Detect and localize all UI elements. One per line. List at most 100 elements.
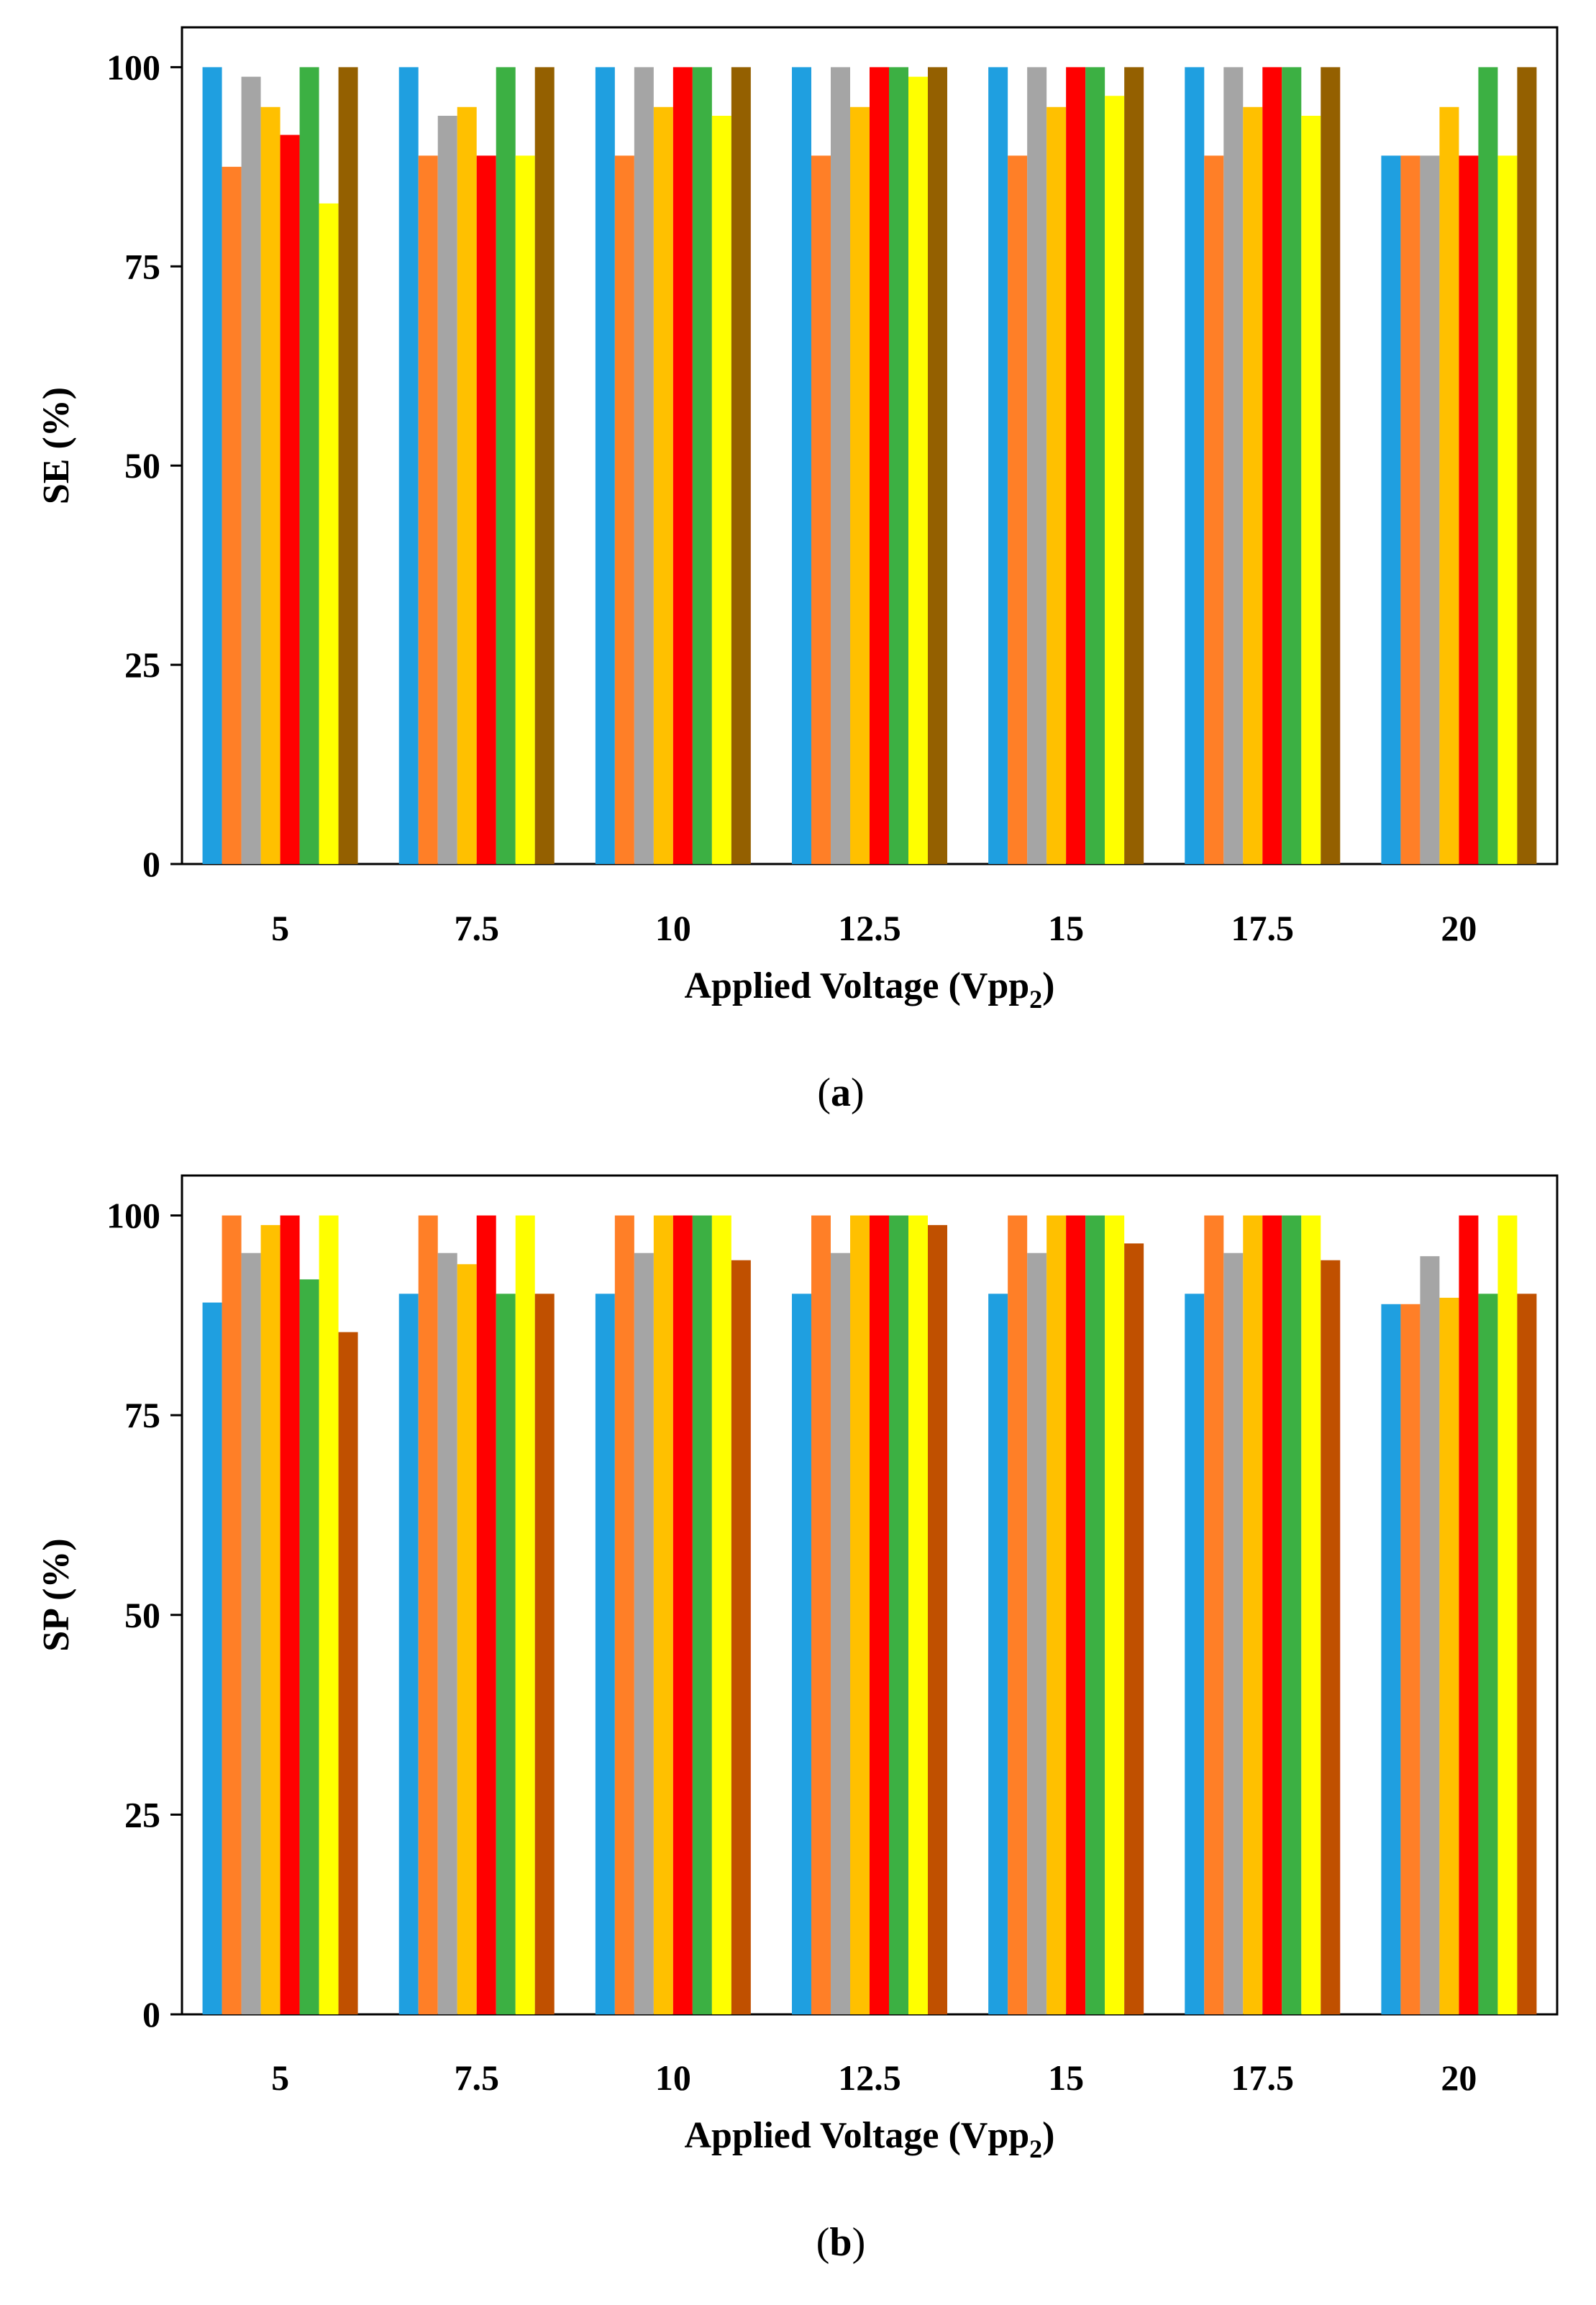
panel-caption-letter: a <box>831 1070 851 1115</box>
bar <box>653 1215 673 2014</box>
bar <box>476 155 496 864</box>
panel-caption-open: ( <box>817 1070 831 1115</box>
bar <box>534 67 555 864</box>
panel-a-chart: 0 25 50 75 100 5 7.5 10 12.5 15 17.5 20 Applied Volt… <box>36 26 1559 1115</box>
bar <box>731 1260 751 2014</box>
bar <box>515 155 535 864</box>
bar <box>476 1215 496 2014</box>
bar <box>457 106 477 864</box>
bar <box>1204 1215 1224 2014</box>
bar <box>222 166 242 865</box>
bar <box>1124 1243 1144 2014</box>
bar <box>870 1215 889 2014</box>
bar <box>1517 67 1537 864</box>
bar <box>260 1224 281 2014</box>
bar <box>1066 67 1086 864</box>
bar <box>534 1294 555 2014</box>
bar <box>634 1252 654 2014</box>
y-tick-label: 100 <box>106 1196 160 1236</box>
bar <box>711 115 731 865</box>
bar <box>1223 1252 1244 2014</box>
bar <box>634 67 654 864</box>
x-tick-label: 5 <box>271 908 289 948</box>
bar <box>1400 155 1421 864</box>
bar <box>792 1294 811 2014</box>
bar <box>1497 1215 1518 2014</box>
bar <box>831 1252 850 2014</box>
panel-b-chart: 0 25 50 75 100 5 7.5 10 12.5 15 17.5 20 Applied Volt… <box>36 1174 1559 2265</box>
bar <box>1282 1215 1302 2014</box>
bar <box>398 67 419 864</box>
y-tick-label: 25 <box>124 645 160 685</box>
y-tick-label: 75 <box>124 1395 160 1435</box>
bar <box>1439 106 1459 864</box>
y-tick-label: 50 <box>124 445 160 486</box>
bar <box>831 67 850 864</box>
bar <box>515 1215 535 2014</box>
x-axis-label-subscript: 2 <box>1029 985 1042 1014</box>
bar <box>299 67 319 864</box>
bar <box>1459 155 1479 864</box>
bar <box>496 1294 516 2014</box>
bar <box>1478 1294 1498 2014</box>
x-tick-label: 20 <box>1441 908 1477 948</box>
bar <box>1301 1215 1321 2014</box>
x-axis-label: Applied Voltage (Vpp2) <box>684 965 1054 1014</box>
panel-caption: (a) <box>817 1070 864 1115</box>
bar <box>1085 67 1105 864</box>
x-tick-label: 17.5 <box>1231 908 1295 948</box>
bar <box>202 1302 222 2014</box>
bar <box>711 1215 731 2014</box>
bar <box>1400 1304 1421 2014</box>
panel-caption: (b) <box>816 2220 865 2265</box>
bar <box>1243 1215 1263 2014</box>
bar <box>792 67 811 864</box>
bar <box>928 1224 947 2014</box>
bar <box>1381 155 1401 864</box>
bar <box>338 67 358 864</box>
bar <box>1262 1215 1282 2014</box>
bar <box>889 67 908 864</box>
bar <box>850 106 870 864</box>
bar <box>1204 155 1224 864</box>
bar <box>280 135 300 864</box>
bar <box>437 115 457 865</box>
x-tick-label: 7.5 <box>454 908 499 948</box>
bar <box>1008 155 1028 864</box>
bar <box>811 1215 831 2014</box>
y-tick-label: 75 <box>124 246 160 286</box>
bar <box>595 67 615 864</box>
panel-caption-close: ) <box>852 2220 866 2265</box>
bar <box>692 1215 712 2014</box>
bar <box>1381 1304 1401 2014</box>
bar <box>692 67 712 864</box>
x-tick-label: 5 <box>271 2058 289 2098</box>
bar <box>1262 67 1282 864</box>
y-axis-label: SP (%) <box>36 1538 77 1651</box>
bar <box>870 67 889 864</box>
y-axis-label: SE (%) <box>36 387 77 504</box>
bar <box>1321 67 1341 864</box>
bar <box>1046 1215 1067 2014</box>
bar <box>1185 67 1205 864</box>
bar <box>398 1294 419 2014</box>
bar <box>653 106 673 864</box>
bar <box>672 67 693 864</box>
x-tick-label: 10 <box>655 908 691 948</box>
panel-caption-letter: b <box>829 2220 852 2265</box>
bar <box>1085 1215 1105 2014</box>
bar <box>241 76 261 865</box>
bar <box>1517 1294 1537 2014</box>
y-tick-label: 0 <box>142 1994 160 2035</box>
bar <box>1497 155 1518 864</box>
x-axis-label-main: Applied Voltage (Vpp <box>684 965 1029 1006</box>
bar <box>1223 67 1244 864</box>
bar <box>338 1332 358 2014</box>
bar <box>1420 1256 1440 2014</box>
bar <box>1027 1252 1047 2014</box>
x-tick-label: 10 <box>655 2058 691 2098</box>
bar <box>1008 1215 1028 2014</box>
bar <box>988 67 1008 864</box>
bar <box>731 67 751 864</box>
y-tick-label: 25 <box>124 1794 160 1835</box>
